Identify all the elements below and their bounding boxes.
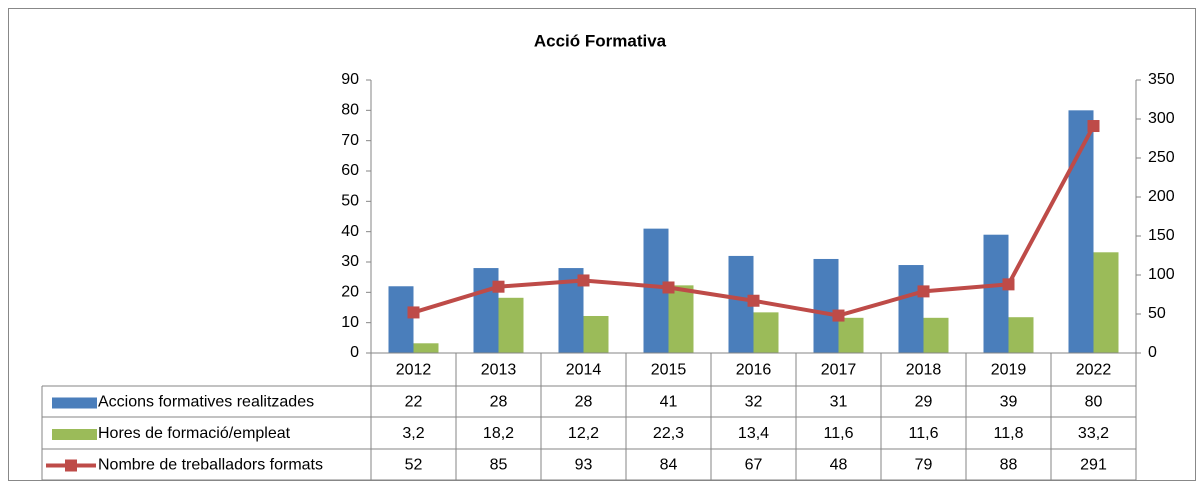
y2-tick-label: 50 (1148, 305, 1166, 322)
x-tick-label: 2014 (566, 362, 602, 379)
line-marker (407, 306, 420, 319)
line-marker (917, 285, 930, 298)
y2-tick-label: 200 (1148, 188, 1175, 205)
bar (1008, 317, 1034, 353)
table-value: 13,4 (738, 425, 769, 442)
table-value: 11,6 (909, 425, 939, 442)
y-tick-label: 30 (341, 253, 359, 270)
bar (413, 343, 439, 353)
table-value: 88 (1000, 457, 1018, 474)
y2-tick-label: 250 (1148, 149, 1175, 166)
table-value: 11,8 (994, 425, 1024, 442)
y2-tick-label: 100 (1148, 266, 1175, 283)
x-tick-label: 2012 (396, 362, 432, 379)
table-value: 22 (405, 394, 423, 411)
table-value: 79 (915, 457, 933, 474)
table-value: 84 (660, 457, 678, 474)
y-tick-label: 40 (341, 223, 359, 240)
y-tick-label: 60 (341, 162, 359, 179)
y2-tick-label: 300 (1148, 110, 1175, 127)
table-value: 28 (575, 394, 593, 411)
bar (898, 265, 924, 353)
table-value: 85 (490, 457, 508, 474)
legend-label: Hores de formació/empleat (98, 425, 291, 442)
bar (498, 297, 524, 353)
x-tick-label: 2013 (481, 362, 517, 379)
bar (983, 234, 1009, 353)
line-marker (1002, 278, 1015, 291)
table-value: 52 (405, 457, 423, 474)
bar (838, 317, 864, 353)
table-value: 18,2 (483, 425, 514, 442)
table-value: 67 (745, 457, 763, 474)
bar (753, 312, 779, 353)
y-tick-label: 70 (341, 132, 359, 149)
x-tick-label: 2019 (991, 362, 1027, 379)
table-value: 48 (830, 457, 848, 474)
table-value: 31 (830, 394, 848, 411)
legend-label: Nombre de treballadors formats (98, 457, 323, 474)
bar (388, 286, 414, 353)
bar (813, 258, 839, 353)
table-value: 291 (1080, 457, 1107, 474)
line-marker (662, 281, 675, 294)
table-value: 33,2 (1078, 425, 1109, 442)
bar (923, 317, 949, 353)
line-marker (577, 274, 590, 287)
x-tick-label: 2016 (736, 362, 772, 379)
legend-key (52, 429, 97, 440)
y-tick-label: 80 (341, 102, 359, 119)
x-tick-label: 2022 (1076, 362, 1112, 379)
legend-key-marker (65, 459, 77, 472)
table-value: 32 (745, 394, 763, 411)
legend-key (52, 397, 97, 409)
y-tick-label: 10 (341, 314, 359, 331)
y-tick-label: 20 (341, 284, 359, 301)
table-value: 3,2 (402, 425, 424, 442)
table-value: 39 (1000, 394, 1018, 411)
table-value: 11,6 (824, 425, 854, 442)
line-marker (1087, 120, 1100, 133)
table-value: 29 (915, 394, 933, 411)
x-tick-label: 2018 (906, 362, 942, 379)
y-tick-label: 50 (341, 193, 359, 210)
chart-title: Acció Formativa (534, 31, 667, 50)
y2-tick-label: 350 (1148, 71, 1175, 88)
y2-tick-label: 0 (1148, 344, 1157, 361)
line-marker (747, 294, 760, 307)
table-value: 41 (660, 394, 678, 411)
line-marker (832, 309, 845, 322)
x-tick-label: 2015 (651, 362, 687, 379)
line-marker (492, 280, 505, 293)
legend-label: Accions formatives realitzades (98, 394, 314, 411)
table-value: 22,3 (653, 425, 684, 442)
table-value: 93 (575, 457, 593, 474)
table-value: 28 (490, 394, 508, 411)
bar (1093, 252, 1119, 353)
bar (668, 285, 694, 353)
bar (583, 315, 609, 353)
y-tick-label: 90 (341, 71, 359, 88)
x-tick-label: 2017 (821, 362, 857, 379)
table-value: 12,2 (568, 425, 599, 442)
y-tick-label: 0 (350, 344, 359, 361)
table-value: 80 (1085, 394, 1103, 411)
y2-tick-label: 150 (1148, 227, 1175, 244)
